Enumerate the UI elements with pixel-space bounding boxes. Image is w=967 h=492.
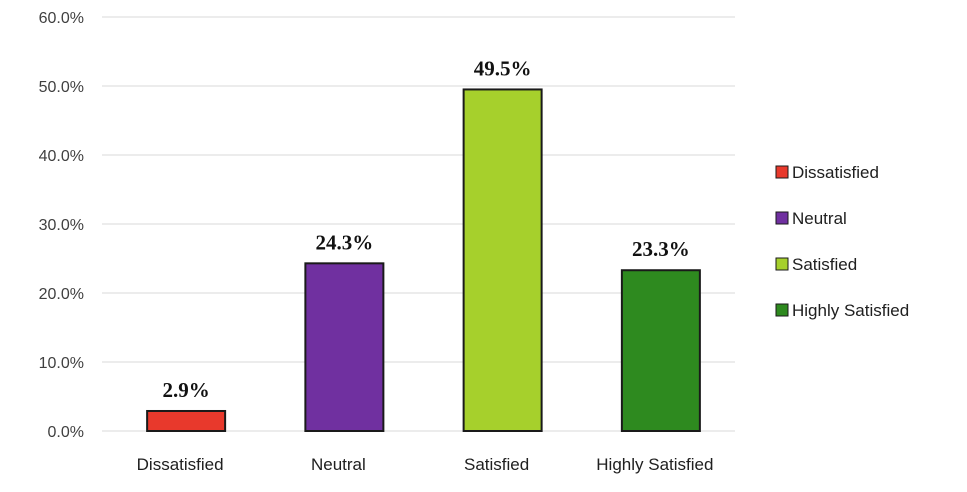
y-tick-label: 40.0% bbox=[39, 148, 84, 165]
legend-label: Satisfied bbox=[792, 255, 857, 274]
data-label: 49.5% bbox=[474, 56, 532, 80]
legend-label: Neutral bbox=[792, 209, 847, 228]
bar-dissatisfied bbox=[146, 409, 227, 432]
y-tick-label: 50.0% bbox=[39, 79, 84, 96]
legend-swatch bbox=[775, 165, 789, 179]
data-label: 2.9% bbox=[163, 378, 210, 402]
bar-satisfied bbox=[462, 88, 543, 432]
legend-label: Highly Satisfied bbox=[792, 301, 909, 320]
bar-neutral bbox=[304, 262, 385, 432]
x-tick-label: Highly Satisfied bbox=[596, 455, 713, 474]
x-tick-label: Dissatisfied bbox=[137, 455, 224, 474]
data-label: 24.3% bbox=[316, 230, 374, 254]
x-axis: Dissatisfied Neutral Satisfied Highly Satis… bbox=[137, 455, 714, 474]
legend: Dissatisfied Neutral Satisfied Highly Satis… bbox=[775, 163, 909, 320]
x-tick-label: Satisfied bbox=[464, 455, 529, 474]
y-axis: 0.0% 10.0% 20.0% 30.0% 40.0% 50.0% 60.0% bbox=[39, 10, 84, 441]
bars bbox=[146, 88, 701, 433]
bar-highly-satisfied bbox=[620, 269, 701, 433]
x-tick-label: Neutral bbox=[311, 455, 366, 474]
y-tick-label: 10.0% bbox=[39, 355, 84, 372]
legend-swatch bbox=[775, 303, 789, 317]
y-tick-label: 20.0% bbox=[39, 286, 84, 303]
legend-label: Dissatisfied bbox=[792, 163, 879, 182]
data-label: 23.3% bbox=[632, 237, 690, 261]
legend-swatch bbox=[775, 257, 789, 271]
data-labels: 2.9% 24.3% 49.5% 23.3% bbox=[163, 56, 690, 402]
gridlines bbox=[102, 16, 735, 432]
y-tick-label: 60.0% bbox=[39, 10, 84, 27]
legend-swatch bbox=[775, 211, 789, 225]
y-tick-label: 30.0% bbox=[39, 217, 84, 234]
y-tick-label: 0.0% bbox=[48, 424, 84, 441]
